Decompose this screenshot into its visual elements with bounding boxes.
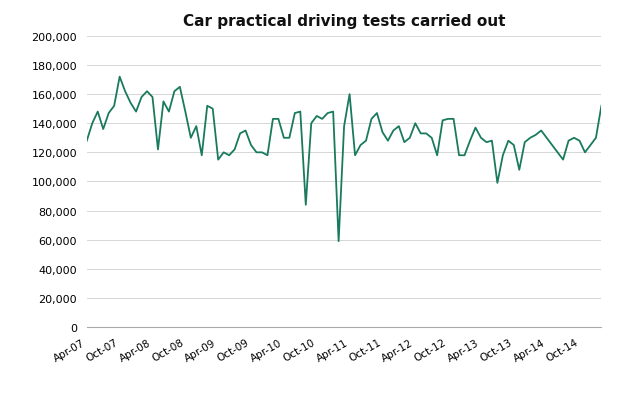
Title: Car practical driving tests carried out: Car practical driving tests carried out — [183, 14, 505, 29]
